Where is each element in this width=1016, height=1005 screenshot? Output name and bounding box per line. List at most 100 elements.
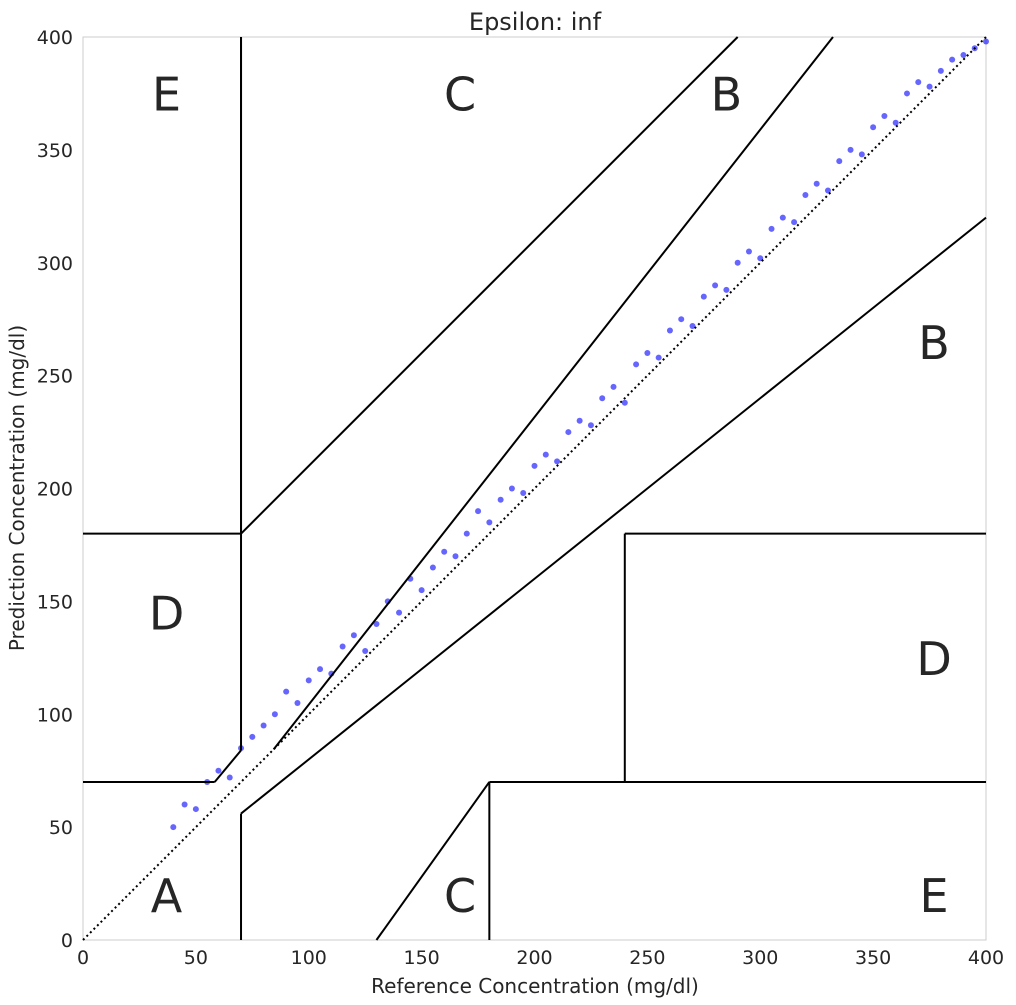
x-tick-label: 50 [184, 947, 208, 969]
data-point [915, 79, 922, 86]
zone-label-d: D [916, 632, 951, 686]
zone-label-b: B [711, 67, 743, 121]
data-point [170, 824, 177, 831]
data-point [678, 316, 685, 323]
x-tick-label: 0 [77, 947, 89, 969]
data-point [712, 282, 719, 289]
y-tick-label: 150 [37, 591, 73, 613]
data-point [903, 90, 910, 97]
data-point [757, 255, 764, 262]
chart-title: Epsilon: inf [469, 8, 602, 36]
data-point [249, 733, 256, 740]
zone-label-e: E [152, 67, 181, 121]
zone-boundary-line [272, 36, 834, 750]
data-point [520, 490, 527, 497]
zone-labels: A B B C C D D E E [149, 67, 952, 922]
data-point [565, 429, 572, 436]
y-tick-label: 300 [37, 253, 73, 275]
y-tick-label: 0 [61, 930, 73, 952]
data-point [847, 146, 854, 153]
data-point [587, 422, 594, 429]
zone-boundary-line [240, 216, 987, 815]
y-tick-label: 250 [37, 366, 73, 388]
data-point [689, 322, 696, 329]
y-tick-label: 50 [49, 817, 73, 839]
data-point [260, 722, 267, 729]
y-tick-label: 400 [37, 27, 73, 49]
zone-label-c: C [444, 67, 476, 121]
y-tick-labels: 0 50 100 150 200 250 300 350 400 [37, 27, 73, 952]
data-point [294, 699, 301, 706]
y-tick-label: 350 [37, 140, 73, 162]
data-point [554, 458, 561, 465]
data-point [745, 248, 752, 255]
data-point [621, 399, 628, 406]
y-tick-label: 100 [37, 704, 73, 726]
y-axis-title: Prediction Concentration (mg/dl) [5, 325, 29, 651]
data-point [813, 180, 820, 187]
data-point [542, 451, 549, 458]
data-point [610, 383, 617, 390]
data-point [226, 774, 233, 781]
data-point [283, 688, 290, 695]
data-point [723, 286, 730, 293]
data-point [802, 192, 809, 199]
x-tick-label: 150 [403, 947, 439, 969]
data-point [418, 587, 425, 594]
data-point [599, 395, 606, 402]
data-point [937, 67, 944, 74]
data-point [836, 158, 843, 165]
data-point [463, 530, 470, 537]
data-point [475, 508, 482, 515]
x-tick-label: 200 [516, 947, 552, 969]
zone-boundary-line [375, 781, 491, 941]
data-point [486, 519, 493, 526]
data-point [181, 801, 188, 808]
data-point [983, 38, 989, 45]
data-point [644, 350, 651, 357]
x-tick-label: 350 [855, 947, 891, 969]
data-point [633, 361, 640, 368]
data-point [396, 609, 403, 616]
data-point [881, 113, 888, 120]
zone-label-d: D [149, 587, 184, 641]
data-point [768, 225, 775, 232]
data-point [497, 496, 504, 503]
data-point [429, 564, 436, 571]
data-point [373, 620, 380, 627]
x-tick-label: 300 [742, 947, 778, 969]
data-point [362, 648, 369, 655]
zone-boundary-line [213, 749, 242, 783]
data-point [734, 259, 741, 266]
data-point [317, 666, 324, 673]
data-point [531, 462, 538, 469]
data-point [271, 711, 278, 718]
zone-boundary-line [240, 36, 739, 535]
data-point [960, 52, 967, 59]
zone-label-c: C [444, 869, 476, 923]
data-point [192, 806, 199, 813]
x-tick-label: 400 [968, 947, 1004, 969]
y-tick-label: 200 [37, 479, 73, 501]
data-point [441, 548, 448, 555]
data-point [339, 643, 346, 650]
zone-lines [82, 36, 987, 941]
x-tick-label: 100 [291, 947, 327, 969]
data-point [779, 214, 786, 221]
data-point [824, 187, 831, 194]
data-point [700, 293, 707, 300]
data-point [926, 83, 933, 90]
data-point [892, 119, 899, 126]
x-tick-label: 250 [629, 947, 665, 969]
points-layer [170, 38, 989, 831]
data-point [870, 124, 877, 131]
plot-area [82, 36, 987, 941]
zone-label-e: E [920, 869, 949, 923]
data-point [666, 327, 673, 334]
data-point [350, 632, 357, 639]
data-point [452, 553, 459, 560]
data-point [655, 354, 662, 361]
zone-label-a: A [151, 869, 183, 923]
data-point [949, 56, 956, 63]
